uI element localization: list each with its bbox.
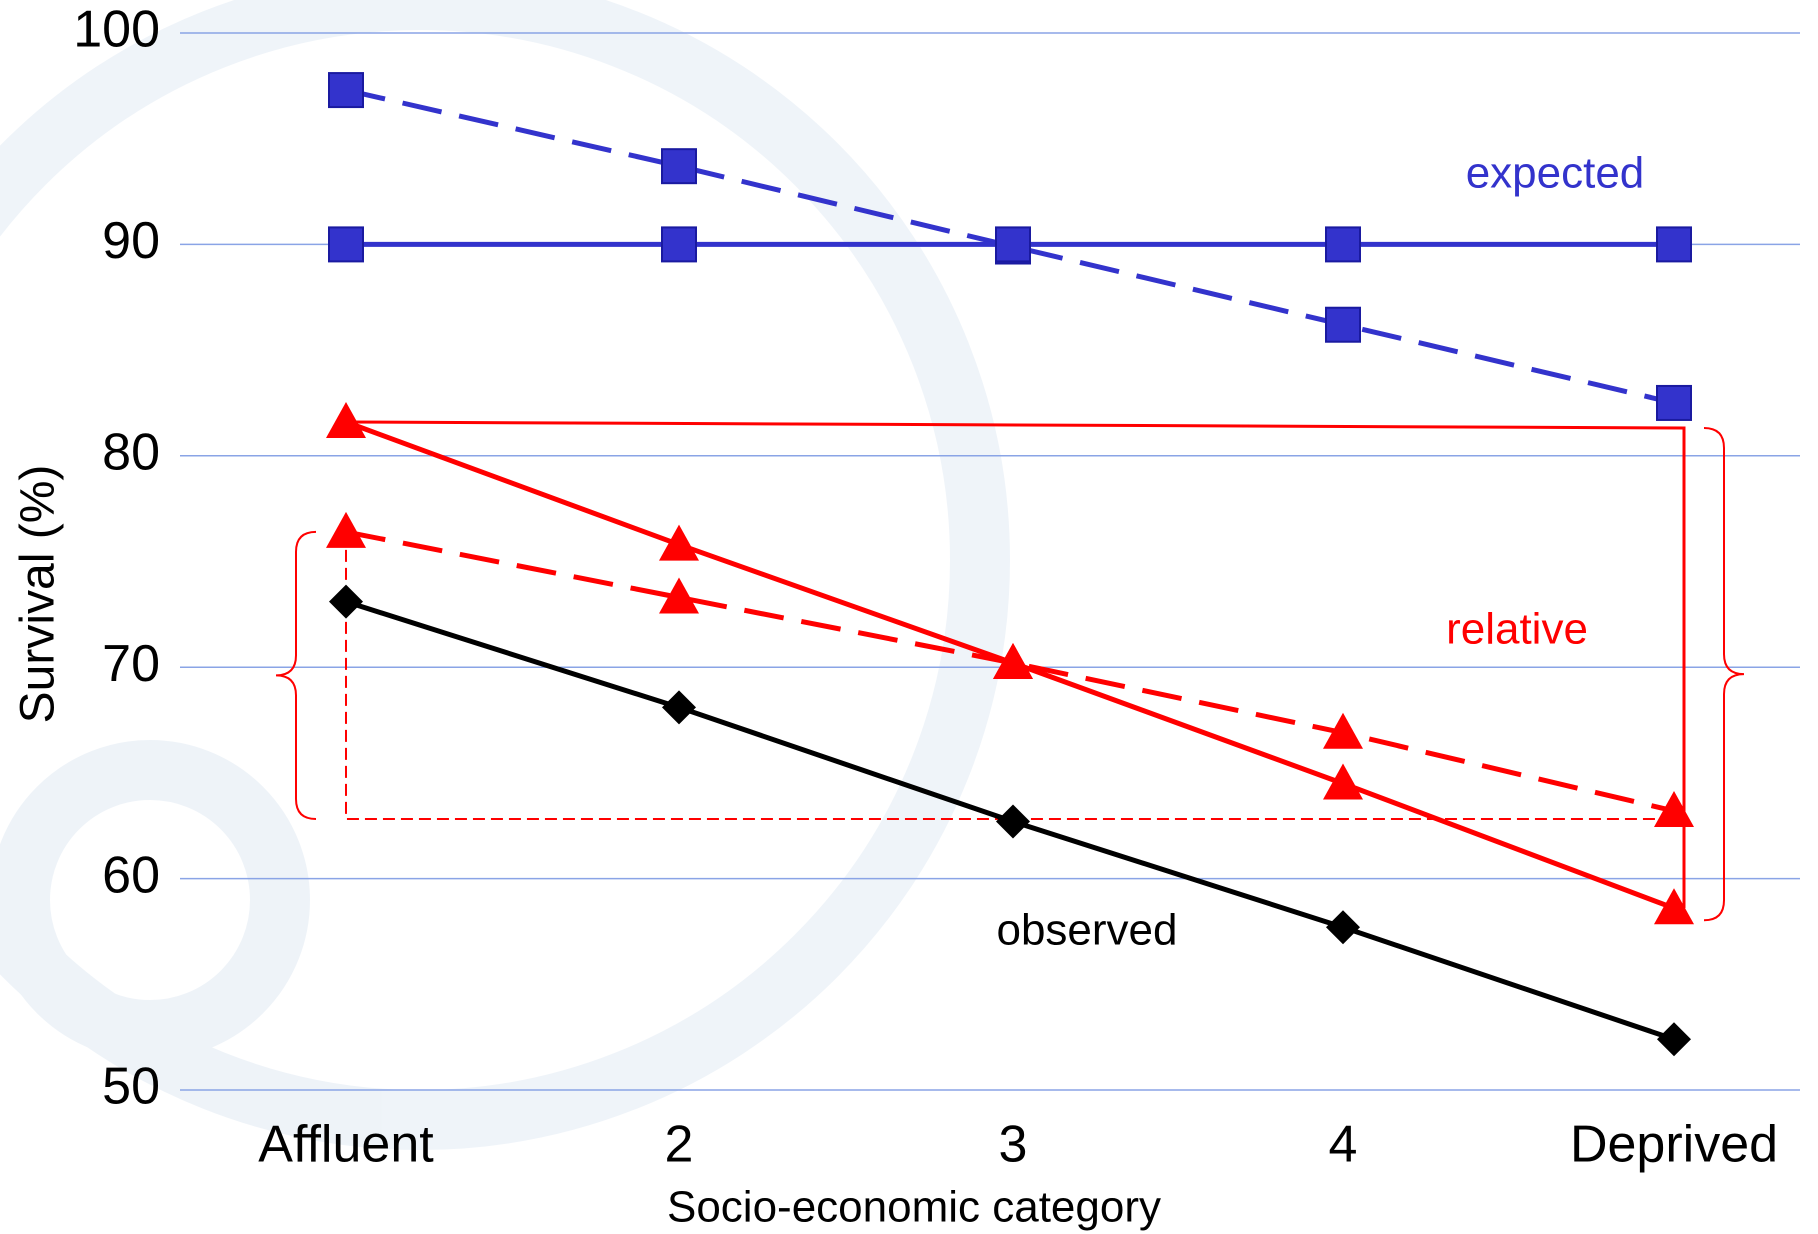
y-axis-title: Survival (%)	[12, 465, 65, 724]
marker	[1326, 308, 1360, 342]
chart: Survival (%) Socio-economic category 50 6…	[0, 0, 1818, 1234]
marker	[329, 73, 363, 107]
marker	[1326, 910, 1360, 944]
x-tick-label: 2	[665, 1116, 694, 1174]
left-brace	[276, 532, 316, 819]
marker	[996, 805, 1030, 839]
annotation: observed	[996, 906, 1177, 955]
marker	[329, 227, 363, 261]
marker	[1326, 227, 1360, 261]
marker	[1657, 227, 1691, 261]
y-tick-label: 100	[73, 1, 160, 59]
marker	[662, 690, 696, 724]
right-brace	[1704, 428, 1744, 920]
marker	[662, 149, 696, 183]
marker	[1657, 1022, 1691, 1056]
x-tick-label: Affluent	[258, 1116, 434, 1174]
y-tick-label: 50	[102, 1058, 160, 1116]
marker	[996, 227, 1030, 261]
y-tick-label: 90	[102, 212, 160, 270]
marker	[326, 402, 366, 438]
x-tick-label: Deprived	[1570, 1116, 1778, 1174]
x-axis-title: Socio-economic category	[667, 1183, 1161, 1232]
y-tick-label: 80	[102, 424, 160, 482]
x-tick-label: 3	[999, 1116, 1028, 1174]
y-tick-label: 60	[102, 846, 160, 904]
marker	[326, 512, 366, 548]
y-tick-label: 70	[102, 635, 160, 693]
marker	[1657, 386, 1691, 420]
marker	[662, 227, 696, 261]
marker	[1323, 763, 1363, 799]
annotation: expected	[1466, 149, 1645, 198]
x-tick-label: 4	[1329, 1116, 1358, 1174]
annotation: relative	[1446, 605, 1588, 654]
marker	[1654, 888, 1694, 924]
marker	[659, 525, 699, 561]
marker	[329, 585, 363, 619]
